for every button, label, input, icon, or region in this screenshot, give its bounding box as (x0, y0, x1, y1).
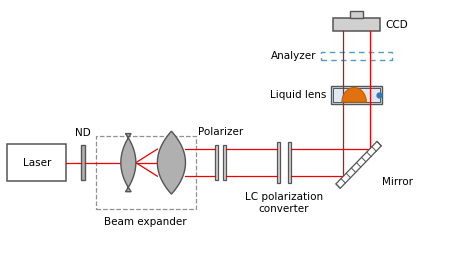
Bar (8, 144, 66, 181)
Text: Mirror: Mirror (382, 177, 413, 187)
Text: Liquid lens: Liquid lens (270, 90, 326, 100)
Polygon shape (157, 131, 185, 194)
Bar (333, 88, 380, 102)
Text: Laser: Laser (23, 158, 51, 168)
Text: Analyzer: Analyzer (271, 51, 317, 61)
Bar (277, 142, 280, 183)
Text: ND: ND (75, 128, 91, 138)
Polygon shape (342, 88, 366, 102)
Bar (223, 145, 226, 180)
Bar (333, 18, 380, 31)
Text: Polarizer: Polarizer (198, 128, 243, 137)
Bar (321, 52, 392, 60)
Text: Beam expander: Beam expander (104, 217, 187, 227)
Text: CCD: CCD (385, 20, 408, 30)
Bar (350, 11, 363, 18)
Bar (288, 142, 291, 183)
Bar (81, 145, 85, 180)
Bar (331, 86, 382, 104)
Bar (215, 145, 218, 180)
Polygon shape (336, 141, 381, 188)
Polygon shape (121, 134, 136, 192)
Text: LC polarization
converter: LC polarization converter (245, 192, 323, 214)
